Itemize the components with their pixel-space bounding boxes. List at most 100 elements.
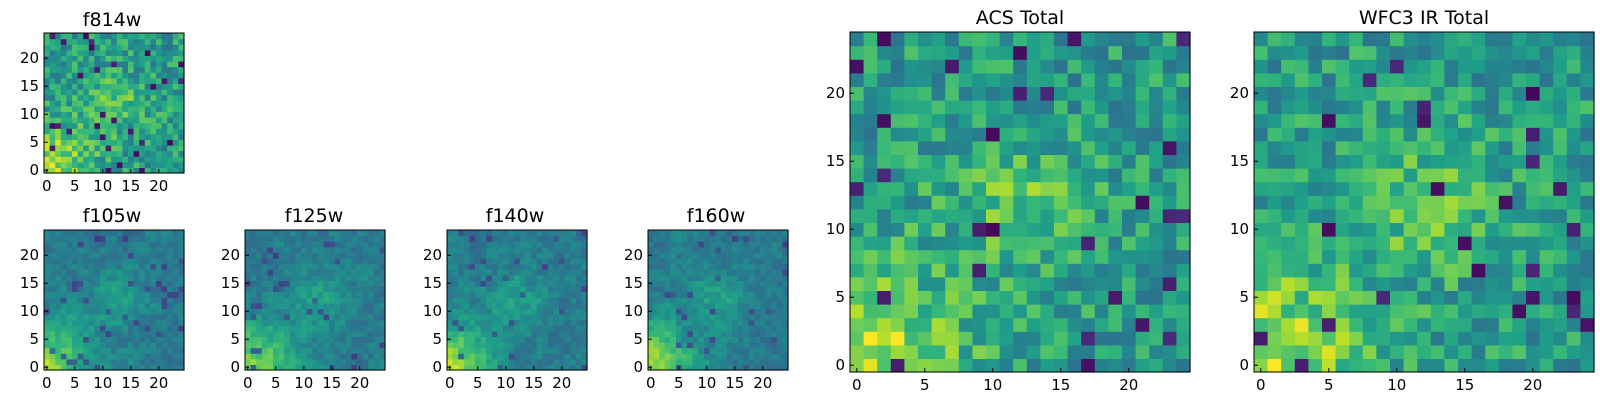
heatmap-cell bbox=[1026, 222, 1041, 237]
heatmap-cell bbox=[776, 291, 783, 298]
heatmap-cell bbox=[1094, 72, 1109, 87]
heatmap-cell bbox=[704, 336, 711, 343]
heatmap-cell bbox=[1040, 32, 1055, 47]
heatmap-cell bbox=[105, 252, 112, 259]
heatmap-cell bbox=[553, 358, 560, 365]
heatmap-cell bbox=[698, 314, 705, 321]
heatmap-cell bbox=[1081, 195, 1096, 210]
heatmap-cell bbox=[178, 308, 185, 315]
heatmap-cell bbox=[88, 302, 95, 309]
heatmap-cell bbox=[368, 347, 375, 354]
heatmap-cell bbox=[167, 94, 174, 101]
heatmap-cell bbox=[301, 291, 308, 298]
heatmap-cell bbox=[999, 344, 1014, 359]
heatmap-cell bbox=[133, 55, 140, 62]
heatmap-cell bbox=[525, 353, 532, 360]
heatmap-cell bbox=[77, 83, 84, 90]
heatmap-cell bbox=[1254, 304, 1269, 319]
heatmap-cell bbox=[1566, 168, 1581, 183]
heatmap-cell bbox=[715, 342, 722, 349]
heatmap-cell bbox=[66, 100, 73, 107]
heatmap-cell bbox=[1054, 113, 1069, 128]
heatmap-cell bbox=[564, 364, 571, 371]
heatmap-cell bbox=[986, 290, 1001, 305]
heatmap-cell bbox=[373, 336, 380, 343]
heatmap-cell bbox=[581, 286, 588, 293]
heatmap-cell bbox=[1081, 304, 1096, 319]
heatmap-cell bbox=[1054, 32, 1069, 47]
heatmap-cell bbox=[94, 72, 101, 79]
heatmap-cell bbox=[1335, 290, 1350, 305]
heatmap-cell bbox=[156, 252, 163, 259]
heatmap-cell bbox=[334, 330, 341, 337]
heatmap-cell bbox=[931, 317, 946, 332]
heatmap-cell bbox=[161, 33, 168, 40]
heatmap-cell bbox=[531, 319, 538, 326]
heatmap-cell bbox=[334, 347, 341, 354]
heatmap-cell bbox=[972, 358, 987, 373]
heatmap-cell bbox=[128, 319, 135, 326]
heatmap-cell bbox=[1390, 249, 1405, 264]
heatmap-cell bbox=[1390, 290, 1405, 305]
heatmap-cell bbox=[88, 145, 95, 152]
heatmap-cell bbox=[1498, 100, 1513, 115]
heatmap-cell bbox=[469, 297, 476, 304]
heatmap-cell bbox=[156, 235, 163, 242]
heatmap-cell bbox=[88, 49, 95, 56]
heatmap-cell bbox=[536, 252, 543, 259]
heatmap-cell bbox=[570, 314, 577, 321]
heatmap-cell bbox=[1417, 195, 1432, 210]
heatmap-cell bbox=[1526, 276, 1541, 291]
heatmap-cell bbox=[55, 44, 62, 51]
heatmap-cell bbox=[508, 314, 515, 321]
heatmap-cell bbox=[737, 235, 744, 242]
heatmap-cell bbox=[1444, 59, 1459, 74]
heatmap-cell bbox=[301, 319, 308, 326]
heatmap-cell bbox=[508, 280, 515, 287]
heatmap-cell bbox=[345, 269, 352, 276]
heatmap-cell bbox=[278, 330, 285, 337]
heatmap-cell bbox=[1349, 222, 1364, 237]
heatmap-cell bbox=[1526, 317, 1541, 332]
heatmap-cell bbox=[659, 347, 666, 354]
heatmap-cell bbox=[1013, 86, 1028, 101]
heatmap-cell bbox=[1267, 113, 1282, 128]
heatmap-cell bbox=[1553, 263, 1568, 278]
heatmap-cell bbox=[715, 297, 722, 304]
heatmap-cell bbox=[648, 269, 655, 276]
heatmap-cell bbox=[111, 49, 118, 56]
heatmap-cell bbox=[715, 291, 722, 298]
heatmap-cell bbox=[1026, 317, 1041, 332]
heatmap-cell bbox=[362, 319, 369, 326]
heatmap-cell bbox=[570, 358, 577, 365]
heatmap-cell bbox=[863, 236, 878, 251]
heatmap-cell bbox=[458, 358, 465, 365]
heatmap-cell bbox=[698, 302, 705, 309]
heatmap-cell bbox=[357, 302, 364, 309]
heatmap-cell bbox=[1162, 290, 1177, 305]
heatmap-cell bbox=[340, 319, 347, 326]
heatmap-cell bbox=[931, 276, 946, 291]
heatmap-cell bbox=[1040, 317, 1055, 332]
heatmap-cell bbox=[1485, 276, 1500, 291]
heatmap-cell bbox=[261, 252, 268, 259]
heatmap-cell bbox=[547, 358, 554, 365]
heatmap-cell bbox=[653, 269, 660, 276]
heatmap-cell bbox=[133, 145, 140, 152]
heatmap-cell bbox=[1026, 358, 1041, 373]
heatmap-cell bbox=[491, 258, 498, 265]
heatmap-cell bbox=[1122, 208, 1137, 223]
heatmap-cell bbox=[150, 252, 157, 259]
heatmap-cell bbox=[295, 241, 302, 248]
heatmap-cell bbox=[267, 241, 274, 248]
heatmap-cell bbox=[94, 230, 101, 237]
heatmap-cell bbox=[116, 330, 123, 337]
heatmap-cell bbox=[1430, 140, 1445, 155]
heatmap-cell bbox=[564, 269, 571, 276]
heatmap-cell bbox=[1176, 100, 1191, 115]
heatmap-cell bbox=[100, 358, 107, 365]
heatmap-cell bbox=[1430, 208, 1445, 223]
heatmap-cell bbox=[245, 246, 252, 253]
heatmap-cell bbox=[156, 342, 163, 349]
heatmap-cell bbox=[1281, 290, 1296, 305]
